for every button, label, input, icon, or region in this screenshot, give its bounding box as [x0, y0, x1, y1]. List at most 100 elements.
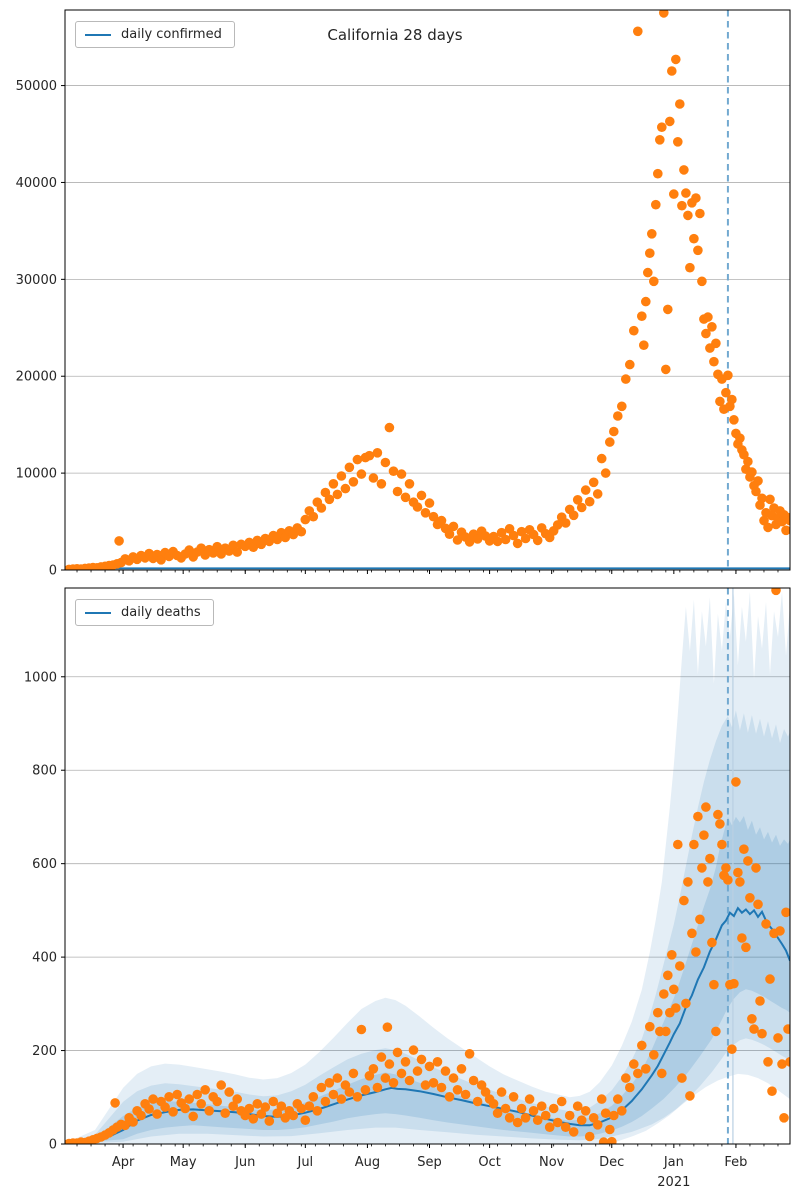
scatter-point — [715, 396, 725, 407]
scatter-point — [344, 462, 355, 473]
scatter-point — [420, 508, 431, 518]
scatter-point — [783, 1024, 790, 1034]
scatter-point — [480, 1087, 491, 1097]
y-tick-label: 200 — [32, 1044, 57, 1059]
scatter-point — [408, 1045, 419, 1055]
scatter-point — [340, 483, 351, 494]
scatter-point — [643, 267, 653, 278]
scatter-point — [324, 494, 335, 505]
scatter-point — [360, 1085, 371, 1095]
scatter-point — [584, 496, 595, 507]
scatter-point — [532, 1115, 543, 1125]
legend-line-sample-icon — [85, 611, 111, 614]
y-tick-label: 0 — [49, 564, 57, 579]
scatter-point — [392, 486, 403, 497]
scatter-point — [488, 1099, 499, 1109]
scatter-point — [144, 1104, 154, 1114]
x-tick-label: Aug — [355, 1155, 380, 1170]
scatter-point — [659, 989, 669, 999]
scatter-point — [248, 1114, 259, 1124]
scatter-point — [663, 304, 673, 315]
scatter-point — [751, 486, 761, 497]
scatter-point — [576, 502, 587, 513]
scatter-point — [456, 1064, 467, 1074]
scatter-point — [695, 914, 705, 925]
scatter-point — [332, 1073, 343, 1083]
scatter-point — [448, 1073, 459, 1083]
y-tick-label: 0 — [49, 1138, 57, 1153]
scatter-point — [683, 210, 693, 221]
scatter-point — [695, 208, 705, 219]
scatter-point — [420, 1080, 431, 1090]
scatter-point — [598, 1137, 609, 1144]
scatter-point — [749, 1024, 759, 1034]
scatter-point — [641, 1064, 651, 1074]
scatter-point — [731, 777, 741, 787]
scatter-point — [607, 1136, 617, 1144]
scatter-point — [352, 454, 363, 465]
scatter-point — [200, 1085, 210, 1095]
scatter-point — [671, 1003, 681, 1013]
scatter-point — [396, 1068, 407, 1079]
scatter-point — [763, 522, 773, 533]
y-tick-label: 20000 — [16, 370, 57, 385]
scatter-point — [564, 1110, 575, 1121]
scatter-point — [721, 387, 731, 398]
scatter-point — [504, 1113, 515, 1123]
scatter-point — [767, 1086, 777, 1096]
scatter-point — [528, 1106, 539, 1116]
scatter-point — [665, 116, 675, 127]
scatter-point — [617, 1106, 627, 1116]
scatter-point — [663, 970, 673, 981]
scatter-point — [168, 1107, 178, 1117]
scatter-point — [625, 1082, 635, 1093]
scatter-point — [649, 1050, 659, 1060]
scatter-point — [733, 867, 743, 878]
y-tick-label: 1000 — [24, 670, 57, 685]
scatter-point — [651, 199, 661, 210]
y-tick-label: 400 — [32, 951, 57, 966]
scatter-point — [404, 479, 415, 489]
scatter-point — [180, 1103, 190, 1114]
scatter-point — [552, 1117, 563, 1128]
scatter-point — [336, 1094, 347, 1104]
scatter-point — [649, 276, 659, 287]
scatter-point — [400, 492, 411, 503]
scatter-point — [192, 1089, 202, 1100]
scatter-point — [252, 1099, 263, 1109]
scatter-point — [316, 503, 327, 513]
daily-deaths-axes: 0 200 400 600 800 1000 Apr May Jun Jul Aug Sep Oct No… — [24, 587, 791, 1190]
scatter-point — [707, 937, 717, 948]
scatter-point — [416, 490, 427, 501]
scatter-point — [592, 489, 603, 499]
scatter-point — [328, 479, 339, 489]
scatter-point — [576, 1115, 587, 1125]
scatter-point — [444, 1092, 455, 1102]
scatter-point — [605, 437, 615, 447]
scatter-point — [747, 467, 757, 477]
scatter-point — [500, 534, 511, 545]
scatter-point — [669, 189, 679, 199]
band-middle — [65, 710, 790, 1144]
scatter-point — [384, 1059, 395, 1069]
scatter-point — [693, 811, 703, 822]
year-label: 2021 — [657, 1175, 690, 1190]
scatter-point — [524, 1094, 535, 1104]
scatter-point — [492, 1108, 503, 1118]
scatter-point — [745, 893, 755, 903]
scatter-point — [697, 863, 707, 873]
chart-title: California 28 days — [327, 26, 463, 44]
scatter-point — [568, 1127, 579, 1137]
scatter-point — [653, 168, 663, 179]
scatter-point — [777, 1059, 787, 1069]
scatter-point — [432, 1057, 443, 1067]
scatter-point — [392, 1047, 403, 1058]
scatter-point — [600, 1108, 611, 1118]
scatter-point — [356, 1024, 367, 1035]
scatter-point — [613, 1094, 623, 1104]
scatter-point — [464, 1049, 475, 1059]
scatter-point — [556, 1096, 567, 1107]
scatter-point — [172, 1089, 182, 1100]
scatter-point — [516, 1103, 527, 1114]
scatter-point — [382, 1022, 393, 1032]
